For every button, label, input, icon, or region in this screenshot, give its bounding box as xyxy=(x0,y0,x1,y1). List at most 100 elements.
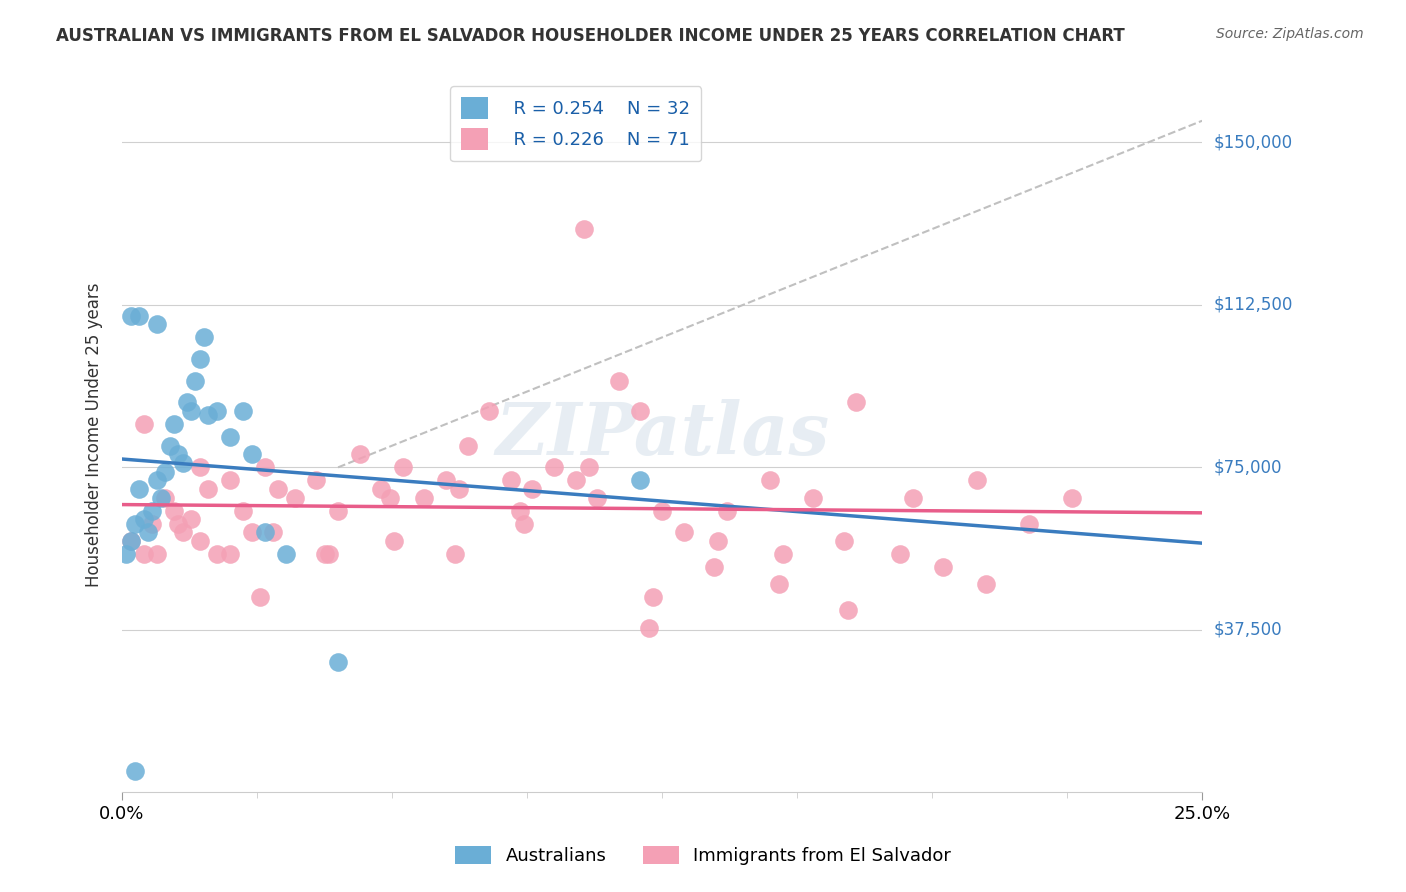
Point xyxy=(276,547,298,561)
Point xyxy=(167,516,190,531)
Point xyxy=(240,447,263,461)
Point xyxy=(932,560,955,574)
Point xyxy=(630,474,652,488)
Point xyxy=(801,491,824,505)
Point xyxy=(447,482,470,496)
Point xyxy=(163,417,186,431)
Point xyxy=(132,417,155,431)
Point xyxy=(707,534,730,549)
Point xyxy=(1018,516,1040,531)
Point xyxy=(120,309,142,323)
Point xyxy=(574,222,596,236)
Point xyxy=(262,525,284,540)
Point xyxy=(845,395,868,409)
Point xyxy=(205,547,228,561)
Point xyxy=(132,512,155,526)
Point xyxy=(172,525,194,540)
Text: Source: ZipAtlas.com: Source: ZipAtlas.com xyxy=(1216,27,1364,41)
Point xyxy=(155,465,177,479)
Point xyxy=(219,547,242,561)
Point xyxy=(155,491,177,505)
Point xyxy=(141,504,163,518)
Point xyxy=(966,474,988,488)
Legend: Australians, Immigrants from El Salvador: Australians, Immigrants from El Salvador xyxy=(446,837,960,874)
Point xyxy=(326,656,349,670)
Point xyxy=(716,504,738,518)
Point xyxy=(672,525,695,540)
Point xyxy=(188,352,211,367)
Point xyxy=(607,374,630,388)
Point xyxy=(266,482,288,496)
Point xyxy=(370,482,392,496)
Point xyxy=(478,404,501,418)
Point xyxy=(643,591,665,605)
Point xyxy=(457,439,479,453)
Point xyxy=(145,318,167,332)
Point xyxy=(759,474,782,488)
Point xyxy=(176,395,198,409)
Point xyxy=(630,404,652,418)
Point xyxy=(180,512,202,526)
Point xyxy=(499,474,522,488)
Point xyxy=(219,474,242,488)
Point xyxy=(768,577,790,591)
Point xyxy=(136,525,159,540)
Point xyxy=(205,404,228,418)
Point xyxy=(145,547,167,561)
Point xyxy=(172,456,194,470)
Point xyxy=(392,460,415,475)
Point xyxy=(197,482,219,496)
Y-axis label: Householder Income Under 25 years: Householder Income Under 25 years xyxy=(86,283,103,587)
Point xyxy=(326,504,349,518)
Point xyxy=(513,516,536,531)
Point xyxy=(249,591,271,605)
Text: $37,500: $37,500 xyxy=(1213,621,1282,639)
Point xyxy=(318,547,340,561)
Point xyxy=(167,447,190,461)
Point xyxy=(314,547,336,561)
Text: $150,000: $150,000 xyxy=(1213,134,1292,152)
Point xyxy=(974,577,997,591)
Point xyxy=(188,460,211,475)
Point xyxy=(901,491,924,505)
Point xyxy=(508,504,530,518)
Point xyxy=(219,430,242,444)
Point xyxy=(703,560,725,574)
Point xyxy=(128,482,150,496)
Text: $112,500: $112,500 xyxy=(1213,296,1292,314)
Point xyxy=(197,409,219,423)
Text: AUSTRALIAN VS IMMIGRANTS FROM EL SALVADOR HOUSEHOLDER INCOME UNDER 25 YEARS CORR: AUSTRALIAN VS IMMIGRANTS FROM EL SALVADO… xyxy=(56,27,1125,45)
Point xyxy=(522,482,544,496)
Point xyxy=(159,439,181,453)
Point xyxy=(115,547,138,561)
Point xyxy=(120,534,142,549)
Point xyxy=(837,603,859,617)
Point xyxy=(124,516,146,531)
Point xyxy=(434,474,457,488)
Point xyxy=(651,504,673,518)
Point xyxy=(145,474,167,488)
Point xyxy=(578,460,600,475)
Point xyxy=(193,330,215,344)
Point xyxy=(232,504,254,518)
Point xyxy=(413,491,436,505)
Point xyxy=(443,547,465,561)
Point xyxy=(378,491,401,505)
Point xyxy=(638,621,661,635)
Text: ZIPatlas: ZIPatlas xyxy=(495,400,830,470)
Point xyxy=(349,447,371,461)
Point xyxy=(382,534,405,549)
Point xyxy=(253,525,276,540)
Point xyxy=(564,474,586,488)
Legend:   R = 0.254    N = 32,   R = 0.226    N = 71: R = 0.254 N = 32, R = 0.226 N = 71 xyxy=(450,87,702,161)
Point xyxy=(284,491,307,505)
Point xyxy=(180,404,202,418)
Point xyxy=(120,534,142,549)
Point xyxy=(128,309,150,323)
Point xyxy=(124,764,146,778)
Point xyxy=(253,460,276,475)
Point xyxy=(163,504,186,518)
Point xyxy=(240,525,263,540)
Point xyxy=(586,491,609,505)
Point xyxy=(188,534,211,549)
